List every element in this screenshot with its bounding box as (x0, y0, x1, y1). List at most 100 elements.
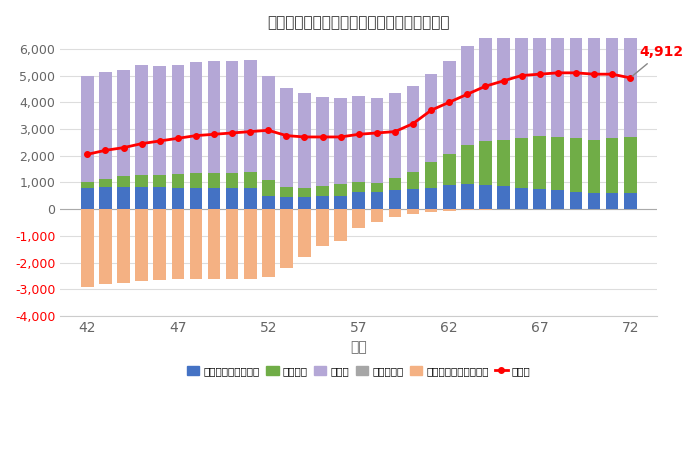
Bar (135, 209, 148, 281)
Bar (425, 163, 438, 188)
Bar (443, 61, 456, 154)
Bar (335, 209, 347, 241)
Bar (172, 188, 184, 209)
Bar (172, 209, 184, 279)
Bar (99, 187, 112, 209)
Bar (298, 209, 311, 257)
Bar (280, 88, 293, 187)
Bar (244, 60, 256, 172)
Bar (552, 137, 564, 190)
Bar (479, 209, 492, 210)
Bar (606, 29, 618, 138)
Bar (370, 183, 383, 192)
Bar (552, 25, 564, 137)
Bar (425, 188, 438, 209)
Bar (335, 196, 347, 209)
Bar (515, 188, 528, 209)
Bar (407, 189, 419, 209)
Bar (335, 98, 347, 184)
Bar (552, 190, 564, 209)
Bar (190, 188, 202, 209)
Bar (153, 209, 166, 280)
Bar (316, 209, 329, 247)
Bar (479, 185, 492, 209)
Bar (280, 197, 293, 209)
Bar (99, 209, 112, 284)
Bar (606, 193, 618, 209)
Bar (389, 178, 401, 190)
Bar (172, 174, 184, 188)
Bar (172, 65, 184, 174)
Bar (226, 209, 239, 279)
Bar (298, 93, 311, 188)
Bar (497, 140, 510, 187)
Bar (262, 209, 274, 277)
Bar (624, 193, 636, 209)
Bar (226, 173, 239, 188)
Bar (280, 209, 293, 268)
Bar (298, 197, 311, 209)
Bar (99, 179, 112, 187)
Bar (533, 136, 546, 189)
Bar (515, 30, 528, 138)
Bar (461, 209, 474, 210)
Bar (352, 192, 365, 209)
Bar (515, 138, 528, 188)
Bar (316, 98, 329, 186)
Bar (443, 154, 456, 185)
Bar (135, 187, 148, 209)
Bar (606, 138, 618, 193)
Bar (208, 188, 220, 209)
Bar (190, 173, 202, 188)
X-axis label: 年齢: 年齢 (351, 340, 368, 355)
Bar (497, 187, 510, 209)
Bar (370, 209, 383, 222)
Bar (570, 27, 582, 138)
Bar (99, 72, 112, 179)
Bar (117, 177, 130, 187)
Bar (226, 188, 239, 209)
Bar (588, 140, 601, 193)
Legend: 生活資金（預貯金）, 投資資産, 不動産, その他資産, 負債（住宅ローン等）, 純資産: 生活資金（預貯金）, 投資資産, 不動産, その他資産, 負債（住宅ローン等）,… (183, 362, 535, 380)
Bar (298, 188, 311, 197)
Bar (81, 188, 94, 209)
Bar (624, 30, 636, 137)
Bar (244, 172, 256, 188)
Bar (370, 98, 383, 183)
Bar (479, 37, 492, 141)
Bar (153, 175, 166, 187)
Bar (624, 137, 636, 193)
Bar (262, 76, 274, 180)
Bar (153, 66, 166, 175)
Bar (135, 175, 148, 187)
Bar (316, 196, 329, 209)
Bar (443, 185, 456, 209)
Bar (352, 182, 365, 192)
Bar (190, 209, 202, 279)
Bar (533, 25, 546, 136)
Bar (117, 69, 130, 177)
Bar (443, 209, 456, 211)
Bar (497, 33, 510, 140)
Bar (335, 184, 347, 196)
Bar (190, 62, 202, 173)
Bar (588, 30, 601, 140)
Bar (479, 141, 492, 185)
Bar (316, 186, 329, 196)
Bar (208, 61, 220, 173)
Bar (117, 187, 130, 209)
Bar (244, 209, 256, 279)
Bar (588, 193, 601, 209)
Bar (81, 75, 94, 183)
Bar (280, 187, 293, 197)
Bar (461, 184, 474, 209)
Bar (570, 138, 582, 192)
Bar (407, 172, 419, 189)
Bar (389, 93, 401, 178)
Bar (389, 209, 401, 217)
Bar (135, 65, 148, 175)
Bar (208, 209, 220, 279)
Title: 資産残高（バランスシート）の推移（万円）: 資産残高（バランスシート）の推移（万円） (267, 15, 450, 30)
Bar (226, 61, 239, 173)
Bar (425, 209, 438, 212)
